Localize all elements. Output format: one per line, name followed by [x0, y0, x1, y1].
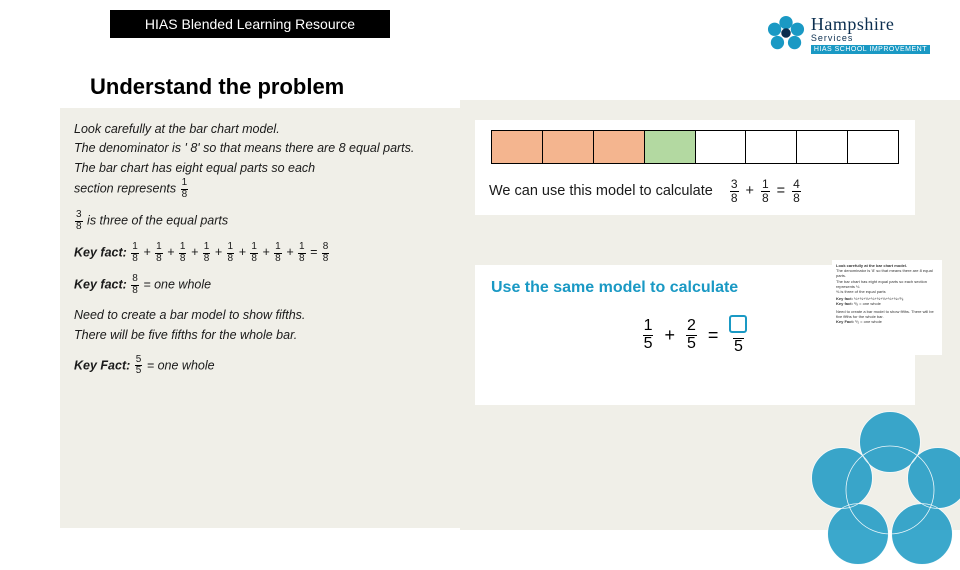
mini-thumbnail: Look carefully at the bar chart model. T… [832, 260, 942, 355]
explain-line: There will be five fifths for the whole … [74, 326, 446, 345]
bar-segment [594, 131, 645, 163]
explain-line: Need to create a bar model to show fifth… [74, 306, 446, 325]
explain-line: The bar chart has eight equal parts so e… [74, 159, 446, 178]
bar-segment [746, 131, 797, 163]
bar-segment [848, 131, 898, 163]
model-caption: We can use this model to calculate 38 + … [489, 178, 901, 204]
bar-segment [492, 131, 543, 163]
bar-segment [696, 131, 747, 163]
header-banner: HIAS Blended Learning Resource [110, 10, 390, 38]
explain-line: Look carefully at the bar chart model. [74, 120, 446, 139]
bar-model [491, 130, 899, 164]
explain-line: section represents 18 [74, 178, 446, 200]
logo-sub-text: Services [811, 33, 930, 43]
flower-icon [767, 15, 805, 53]
explain-line: The denominator is ' 8' so that means th… [74, 139, 446, 158]
bar-segment [543, 131, 594, 163]
bar-segment [797, 131, 848, 163]
answer-box-icon [729, 315, 747, 333]
key-fact-1: Key fact: 18 + 18 + 18 + 18 + 18 + 18 + … [74, 242, 446, 264]
key-fact-3: Key Fact: 55 = one whole [74, 355, 446, 377]
bar-model-box: We can use this model to calculate 38 + … [475, 120, 915, 215]
explain-line: 38 is three of the equal parts [74, 210, 446, 232]
logo-main-text: Hampshire [811, 14, 930, 35]
page-title: Understand the problem [90, 74, 344, 100]
decor-flower-icon [800, 410, 960, 570]
key-fact-2: Key fact: 88 = one whole [74, 274, 446, 296]
logo-band-text: HIAS SCHOOL IMPROVEMENT [811, 45, 930, 54]
explanation-panel: Look carefully at the bar chart model. T… [60, 108, 460, 528]
brand-logo: Hampshire Services HIAS SCHOOL IMPROVEME… [767, 14, 930, 54]
bar-segment [645, 131, 696, 163]
